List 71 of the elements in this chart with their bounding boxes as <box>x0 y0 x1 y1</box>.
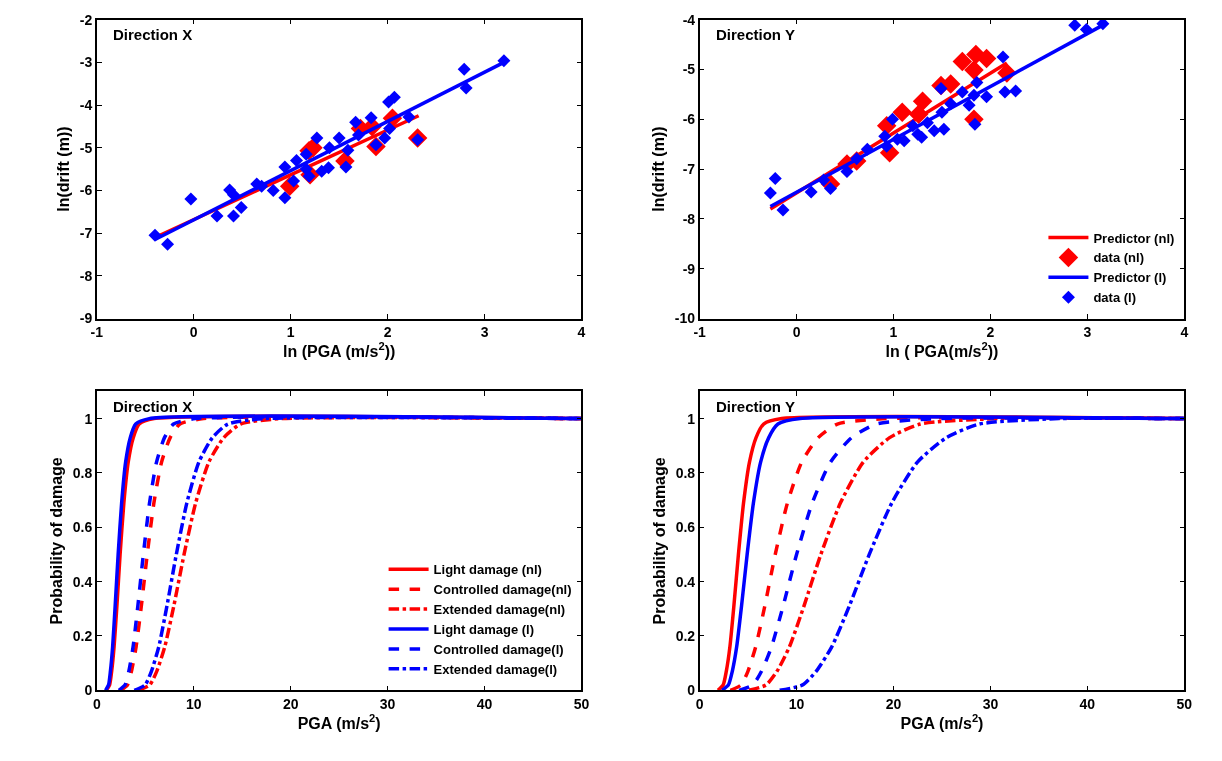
y-tick-label: 0.6 <box>72 519 93 536</box>
annotation: Direction Y <box>716 398 795 415</box>
y-tick-label: -5 <box>79 139 93 156</box>
x-tick-label: 4 <box>1180 324 1189 341</box>
x-tick-label: 50 <box>573 695 590 712</box>
y-tick-label: -5 <box>682 61 696 78</box>
x-tick-label: 4 <box>577 324 586 341</box>
legend-label: Predictor (l) <box>1093 270 1167 286</box>
y-axis-title: ln(drift (m)) <box>55 126 73 212</box>
x-tick-label: 50 <box>1176 695 1193 712</box>
x-tick-label: 40 <box>1079 695 1096 712</box>
y-tick-label: -4 <box>79 96 93 113</box>
y-tick-label: 0.6 <box>675 519 696 536</box>
x-tick-label: 1 <box>286 324 295 341</box>
x-tick-label: 20 <box>885 695 902 712</box>
y-tick-label: -6 <box>682 111 696 128</box>
x-tick-label: 2 <box>383 324 392 341</box>
legend-label: Predictor (nl) <box>1093 230 1175 246</box>
legend-label: data (nl) <box>1093 250 1144 266</box>
y-tick-label: 0.2 <box>72 627 93 644</box>
y-tick-label: 0.8 <box>72 464 93 481</box>
x-tick-label: 10 <box>185 695 202 712</box>
legend-label: Controlled damage(nl) <box>433 582 572 598</box>
x-tick-label: 40 <box>476 695 493 712</box>
y-tick-label: -3 <box>79 54 93 71</box>
x-tick-label: 30 <box>379 695 396 712</box>
y-tick-label: 1 <box>84 410 93 427</box>
x-tick-label: 3 <box>1083 324 1092 341</box>
legend-label: Light damage (l) <box>433 622 534 638</box>
y-tick-label: -9 <box>682 260 696 277</box>
annotation: Direction Y <box>716 26 795 43</box>
x-axis-title: PGA (m/s$^{2}$) <box>900 711 984 732</box>
annotation: Direction X <box>113 26 193 43</box>
y-tick-label: 0 <box>687 682 696 699</box>
y-tick-label: 0 <box>84 682 93 699</box>
y-tick-label: -7 <box>682 160 696 177</box>
x-tick-label: 30 <box>982 695 999 712</box>
x-tick-label: 0 <box>792 324 801 341</box>
y-tick-label: 0.4 <box>675 573 696 590</box>
legend-label: Extended damage(nl) <box>433 602 566 618</box>
x-tick-label: -1 <box>693 324 707 341</box>
y-tick-label: 0.4 <box>72 573 93 590</box>
y-tick-label: -7 <box>79 225 93 242</box>
x-axis-title: ln ( PGA(m/s$^{2}$)) <box>885 340 999 360</box>
y-tick-label: -4 <box>682 11 696 28</box>
legend-label: data (l) <box>1093 290 1137 306</box>
y-axis-title: ln(drift (m)) <box>650 126 668 212</box>
y-tick-label: -10 <box>674 310 696 327</box>
y-tick-label: -9 <box>79 310 93 327</box>
x-tick-label: 10 <box>788 695 805 712</box>
x-tick-label: 20 <box>282 695 299 712</box>
y-tick-label: -6 <box>79 182 93 199</box>
x-tick-label: 3 <box>480 324 489 341</box>
y-tick-label: -2 <box>79 11 93 28</box>
x-tick-label: 0 <box>189 324 198 341</box>
y-tick-label: 1 <box>687 410 696 427</box>
y-tick-label: 0.2 <box>675 627 696 644</box>
y-axis-title: Probability of damage <box>651 457 669 625</box>
legend-label: Controlled damage(l) <box>433 641 564 657</box>
y-tick-label: 0.8 <box>675 464 696 481</box>
x-axis-title: PGA (m/s$^{2}$) <box>297 711 381 732</box>
y-axis-title: Probability of damage <box>48 457 66 625</box>
x-tick-label: 2 <box>986 324 995 341</box>
legend-label: Light damage (nl) <box>433 562 542 578</box>
annotation: Direction X <box>113 398 193 415</box>
x-axis-title: ln (PGA (m/s$^{2}$)) <box>282 340 396 360</box>
legend-label: Extended damage(l) <box>433 661 558 677</box>
x-tick-label: 1 <box>889 324 898 341</box>
y-tick-label: -8 <box>682 210 696 227</box>
y-tick-label: -8 <box>79 267 93 284</box>
x-tick-label: -1 <box>90 324 104 341</box>
